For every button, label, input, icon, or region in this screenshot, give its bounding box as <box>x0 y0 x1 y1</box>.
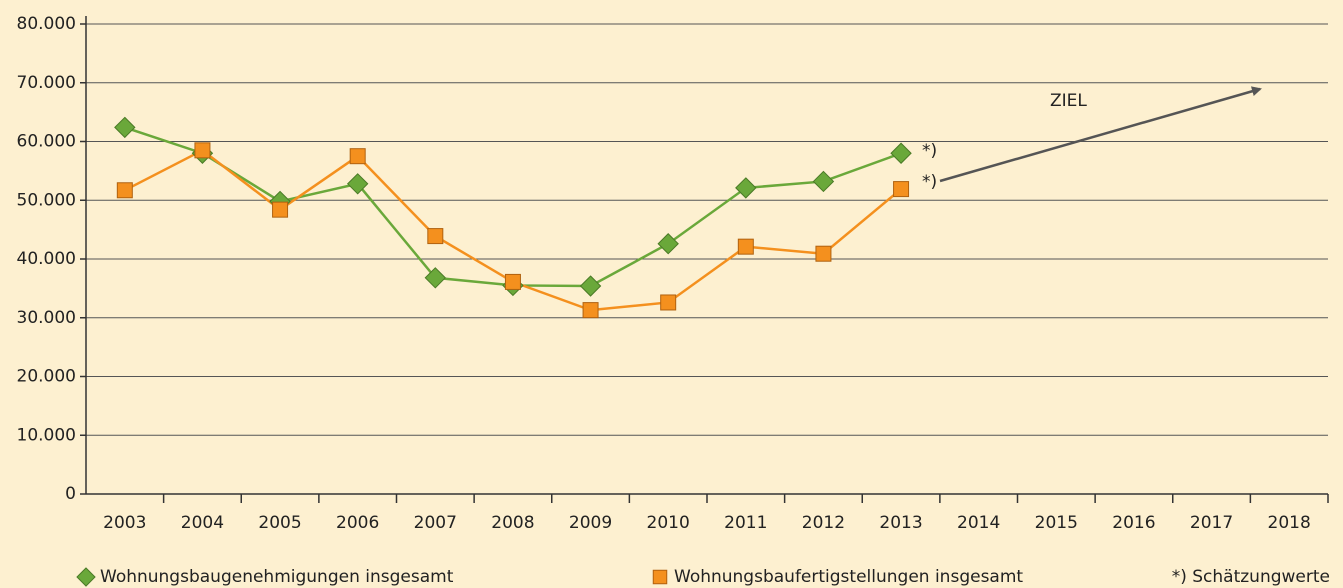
x-tick-label: 2006 <box>336 513 379 533</box>
series-line <box>124 126 902 288</box>
data-point <box>582 302 599 319</box>
data-point <box>890 142 912 164</box>
y-tick-label: 40.000 <box>17 249 76 269</box>
y-tick-label: 70.000 <box>17 73 76 93</box>
data-point <box>737 238 754 255</box>
y-tick-label: 10.000 <box>17 425 76 445</box>
y-tick-label: 30.000 <box>17 308 76 328</box>
data-point <box>116 182 133 199</box>
data-point <box>893 181 910 198</box>
y-tick-label: 0 <box>65 484 76 504</box>
data-point <box>427 228 444 245</box>
x-tick-label: 2011 <box>724 513 767 533</box>
x-tick-label: 2017 <box>1190 513 1233 533</box>
x-tick-label: 2010 <box>647 513 690 533</box>
data-point <box>735 177 757 199</box>
x-tick-label: 2005 <box>258 513 301 533</box>
footnote: *) Schätzungwerte <box>1172 567 1330 587</box>
data-point <box>815 245 832 262</box>
y-tick-label: 60.000 <box>17 132 76 152</box>
y-tick-label: 50.000 <box>17 190 76 210</box>
annotation: *) <box>922 141 937 161</box>
data-point <box>657 233 679 255</box>
y-tick-label: 20.000 <box>17 367 76 387</box>
data-point <box>346 173 369 195</box>
data-point <box>349 148 366 165</box>
data-point <box>504 273 521 290</box>
x-tick-label: 2015 <box>1035 513 1078 533</box>
data-point <box>194 142 211 159</box>
x-tick-label: 2004 <box>181 513 224 533</box>
target-arrow <box>939 86 1262 183</box>
data-point <box>660 294 677 311</box>
data-point <box>424 267 447 289</box>
data-point <box>579 275 602 297</box>
data-point <box>114 116 136 139</box>
legend-marker <box>652 569 668 585</box>
annotation: ZIEL <box>1050 91 1087 111</box>
y-tick-label: 80.000 <box>17 14 76 34</box>
legend-label: Wohnungsbaufertigstellungen insgesamt <box>674 567 1023 587</box>
x-tick-label: 2016 <box>1112 513 1155 533</box>
x-tick-label: 2018 <box>1268 513 1311 533</box>
data-point <box>272 201 289 218</box>
x-tick-label: 2012 <box>802 513 845 533</box>
x-tick-label: 2009 <box>569 513 612 533</box>
data-point <box>812 170 835 193</box>
x-tick-label: 2007 <box>414 513 457 533</box>
x-tick-label: 2013 <box>879 513 922 533</box>
legend-label: Wohnungsbaugenehmigungen insgesamt <box>100 567 454 587</box>
x-tick-label: 2008 <box>491 513 534 533</box>
annotation: *) <box>922 172 937 192</box>
legend-marker <box>76 567 96 587</box>
x-tick-label: 2014 <box>957 513 1000 533</box>
x-tick-label: 2003 <box>103 513 146 533</box>
